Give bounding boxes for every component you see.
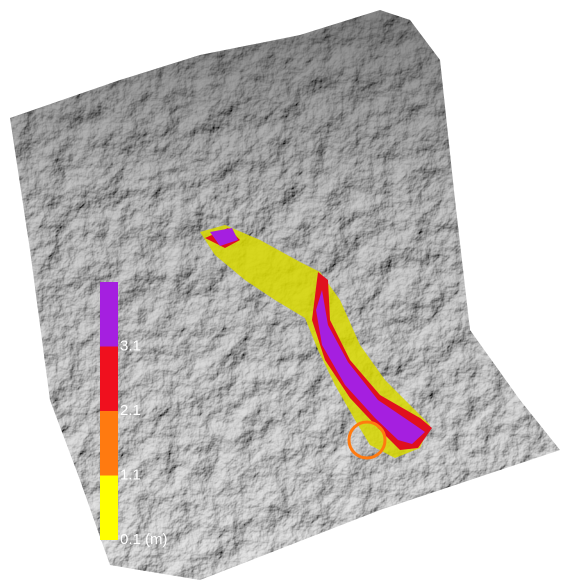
legend-label: 3.1 xyxy=(120,337,141,354)
legend-swatch xyxy=(100,347,118,412)
legend-swatch xyxy=(100,411,118,476)
terrain-view: 3.1 2.1 1.1 0.1 (m) xyxy=(0,0,561,586)
legend-label: 1.1 xyxy=(120,466,141,483)
legend-swatch xyxy=(100,476,118,541)
legend-label: 0.1 (m) xyxy=(120,531,168,548)
legend-label: 2.1 xyxy=(120,402,141,419)
legend-swatch xyxy=(100,282,118,347)
